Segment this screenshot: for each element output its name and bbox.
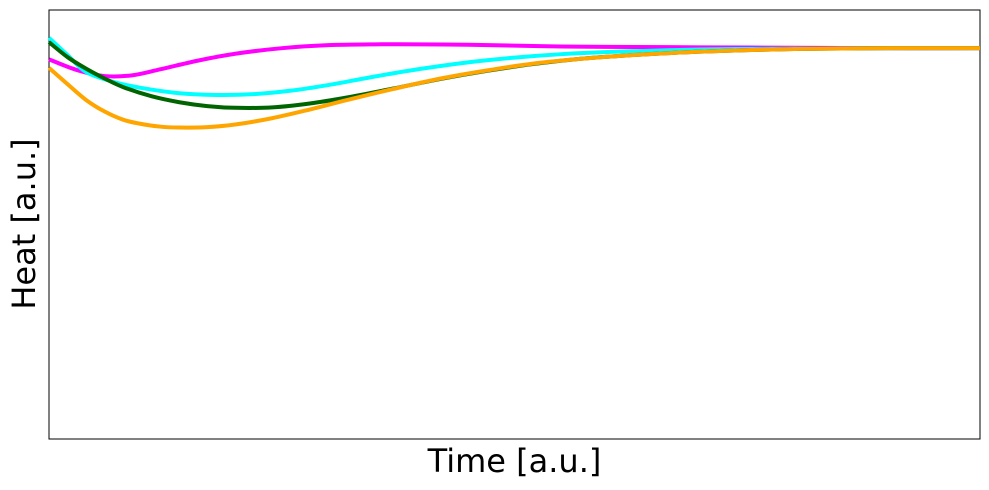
plot-frame xyxy=(48,9,981,440)
y-axis-label-container: Heat [a.u.] xyxy=(0,10,48,439)
y-axis-label: Heat [a.u.] xyxy=(5,138,43,310)
x-axis-label: Time [a.u.] xyxy=(427,442,602,480)
series-line-4 xyxy=(47,46,981,130)
series-layer xyxy=(47,36,981,130)
